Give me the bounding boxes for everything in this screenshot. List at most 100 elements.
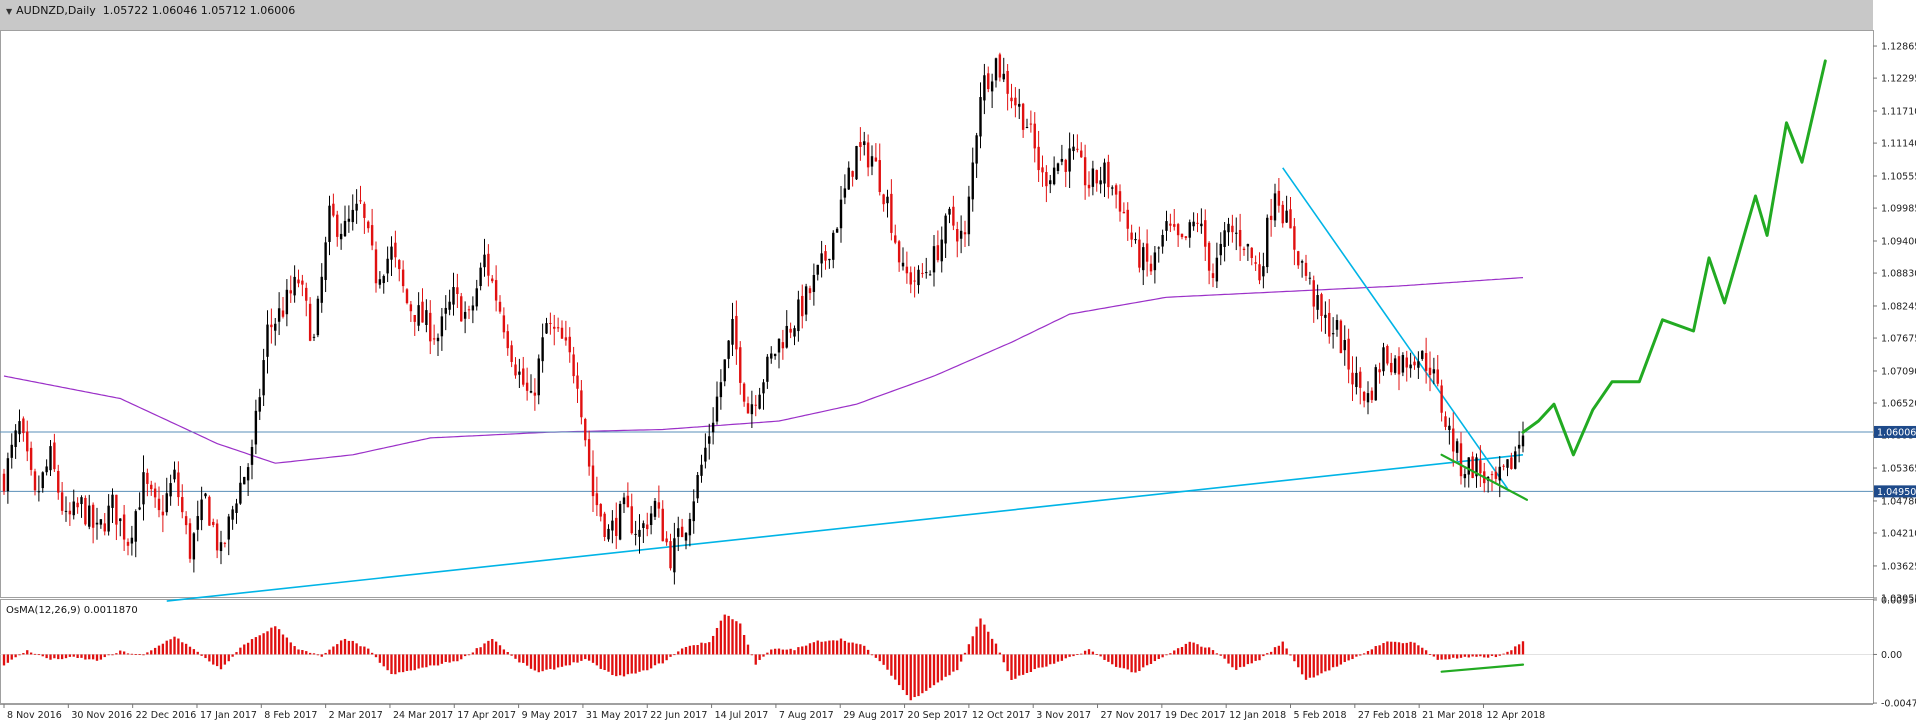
candle-body [1211,273,1215,278]
osma-bar [22,653,25,655]
candle-body [1018,103,1021,107]
candle-body [832,232,835,260]
candle [452,272,455,316]
candle-body [1258,264,1261,281]
candle [863,131,866,156]
price-tick-label: 1.05365 [1881,464,1916,475]
candle-body [762,382,765,394]
osma-bar [638,654,641,672]
time-tick-label: 5 Feb 2018 [1294,710,1347,721]
candle [1312,275,1315,323]
osma-bar [1494,654,1498,658]
candle [514,357,517,379]
candle-body [820,253,823,264]
candle [33,468,37,496]
price-tick-label: 1.04780 [1881,496,1916,507]
osma-bar [1095,653,1098,655]
osma-bar [382,654,385,667]
candle [1138,226,1141,273]
candle [998,52,1002,82]
osma-bar [1471,654,1474,657]
osma-bar [49,654,52,660]
candle-body [584,419,587,441]
candle-body [440,316,444,337]
candle-body [1223,230,1226,247]
candle [967,185,971,247]
candle-body [281,310,285,317]
candle-body [1475,457,1478,477]
osma-bar [1510,650,1513,655]
time-tick-label: 21 Mar 2018 [1422,710,1482,721]
candle-body [479,267,482,287]
candle-body [773,353,777,357]
candle [1080,142,1083,158]
osma-bar [890,654,893,676]
candle [429,300,432,355]
candle [773,353,777,360]
osma-bar [587,654,591,661]
candle-body [378,279,382,285]
price-markers-layer: 1.06006 1.04950 [1874,425,1916,498]
candle [638,514,641,554]
candle [1328,299,1331,344]
candle [316,295,320,338]
candle [425,299,428,333]
osma-bar [409,654,413,671]
candle-body [91,504,95,528]
price-marker-label: 1.04950 [1877,487,1916,498]
price-tick-label: 1.04210 [1881,529,1916,540]
candle-body [320,276,323,303]
osma-bar [119,650,122,655]
price-tick-label: 1.03625 [1881,561,1916,572]
osma-bar [324,652,327,655]
candle [1308,271,1312,285]
osma-bar [308,652,312,655]
candle [95,507,99,540]
candle [204,492,207,499]
candle-body [700,464,703,476]
candle-body [808,288,812,294]
osma-bar [568,654,571,666]
osma-bar [491,638,494,655]
candle-body [622,497,626,505]
candle-body [1436,369,1439,384]
candle-body [37,491,41,493]
osma-bar [1254,654,1257,661]
osma-bar [851,642,854,655]
candle [1351,356,1354,401]
time-tick-label: 8 Feb 2017 [264,710,317,721]
candle-body [1300,261,1304,263]
osma-bar [196,651,199,655]
candle-body [1099,180,1102,185]
candle-body [1390,362,1393,373]
candle-body [448,301,451,310]
candle [990,73,994,109]
candle-body [1138,239,1141,268]
candle-body [1103,162,1106,184]
candle [49,439,52,477]
candle-body [1401,355,1405,373]
candle [134,509,137,558]
candle [1362,390,1366,408]
candle [812,263,816,306]
candle-body [1064,159,1067,172]
osma-bar [1266,653,1269,655]
candle [208,495,211,526]
candle [890,179,893,241]
osma-bar [1300,654,1304,675]
osma-bar [715,627,719,655]
candle-body [250,446,254,465]
dropdown-arrow-icon[interactable]: ▼ [6,7,13,16]
osma-bar [208,654,211,662]
osma-bar [739,623,742,655]
osma-bar [820,641,823,655]
candle-body [1049,180,1052,185]
osma-bar [363,646,366,655]
candle [363,201,366,234]
candle [901,247,905,271]
candle [1324,301,1327,334]
candle [235,498,238,524]
osma-bar [789,648,792,655]
candle-body [432,338,436,340]
